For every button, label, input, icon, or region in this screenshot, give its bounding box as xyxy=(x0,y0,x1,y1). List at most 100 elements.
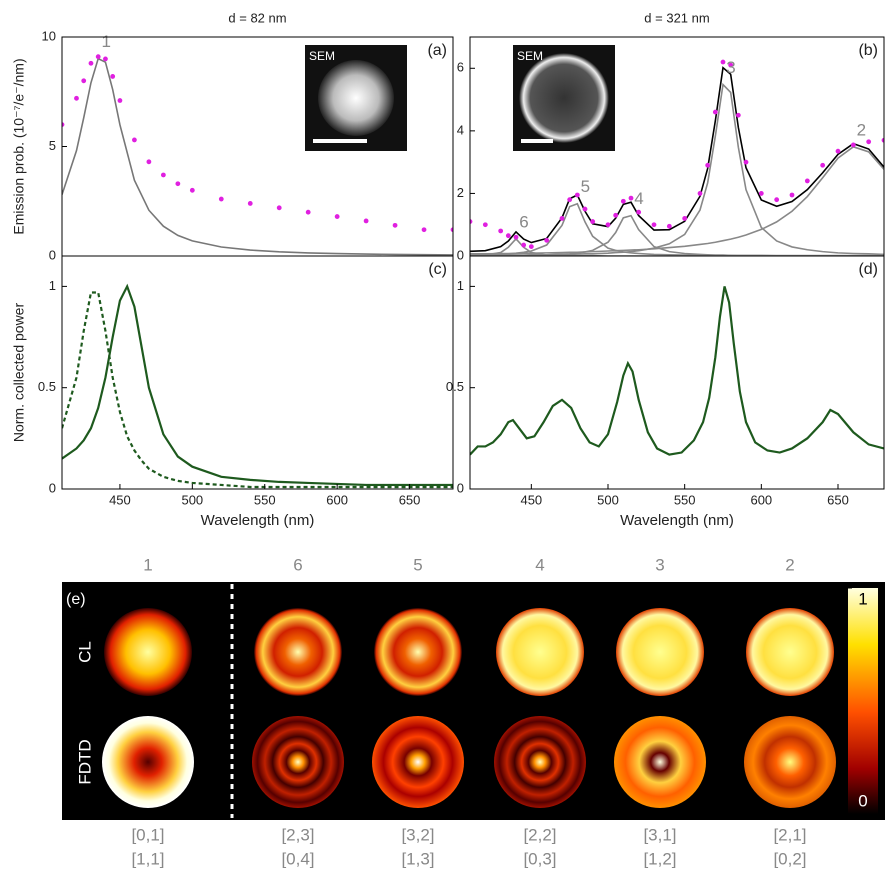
data-point xyxy=(450,227,453,233)
column-label: 1 xyxy=(143,555,152,574)
y-tick-label: 5 xyxy=(49,138,56,153)
mode-index: [3,1] xyxy=(643,825,676,844)
data-point xyxy=(363,218,369,224)
panel-label: (c) xyxy=(428,261,447,278)
data-point xyxy=(544,237,550,243)
panel-label: (a) xyxy=(427,42,447,59)
inset-label: SEM xyxy=(517,49,543,63)
x-tick-label: 600 xyxy=(326,492,348,507)
field-map xyxy=(746,608,834,696)
field-map xyxy=(374,608,462,696)
sem-particle xyxy=(519,53,609,143)
data-point xyxy=(528,244,534,250)
data-point xyxy=(774,197,780,203)
data-point xyxy=(110,74,116,79)
field-map xyxy=(102,716,194,808)
mode-index: [1,1] xyxy=(131,849,164,868)
data-point xyxy=(392,222,398,228)
field-map xyxy=(372,716,464,808)
column-label: 6 xyxy=(293,555,302,574)
data-point xyxy=(276,205,282,211)
mode-index: [0,4] xyxy=(281,849,314,868)
data-point xyxy=(835,148,841,154)
data-point xyxy=(81,78,87,84)
curve xyxy=(470,214,884,256)
mode-label: 6 xyxy=(519,212,528,231)
y-tick-label: 0 xyxy=(49,247,56,262)
data-point xyxy=(820,162,826,168)
data-point xyxy=(666,223,672,229)
x-tick-label: 600 xyxy=(750,492,772,507)
data-point xyxy=(74,95,79,101)
data-point xyxy=(789,192,795,198)
data-point xyxy=(605,222,611,228)
data-point xyxy=(103,56,108,62)
data-point xyxy=(636,209,642,215)
data-point xyxy=(189,187,195,193)
mode-label: 2 xyxy=(857,120,866,139)
panel-label: (b) xyxy=(858,42,878,59)
data-point xyxy=(590,219,596,224)
field-map xyxy=(494,716,586,808)
data-point xyxy=(628,195,634,201)
panel-title: d = 321 nm xyxy=(644,10,709,25)
mode-index: [2,2] xyxy=(523,825,556,844)
data-point xyxy=(728,62,734,68)
data-point xyxy=(218,196,224,202)
plot-area xyxy=(62,283,453,489)
data-point xyxy=(881,137,884,143)
x-tick-label: 650 xyxy=(827,492,849,507)
x-tick-label: 650 xyxy=(399,492,421,507)
inset-label: SEM xyxy=(309,49,335,63)
row-label: FDTD xyxy=(75,739,94,784)
field-map xyxy=(252,716,344,808)
colorbar-tick-label: 0 xyxy=(858,791,867,810)
data-point xyxy=(712,109,718,115)
x-tick-label: 500 xyxy=(597,492,619,507)
y-tick-label: 1 xyxy=(49,278,56,293)
data-point xyxy=(132,137,137,143)
data-point xyxy=(850,142,856,148)
curve xyxy=(62,291,453,489)
data-point xyxy=(866,139,872,145)
y-axis-label: Emission prob. (10⁻⁷/e⁻/nm) xyxy=(11,58,27,234)
data-point xyxy=(651,222,657,228)
sem-particle xyxy=(318,60,394,136)
curve xyxy=(470,286,884,456)
data-point xyxy=(697,191,703,196)
field-map xyxy=(616,608,704,696)
plot-area xyxy=(62,54,453,256)
x-tick-label: 550 xyxy=(254,492,276,507)
mode-index: [2,3] xyxy=(281,825,314,844)
y-tick-label: 0 xyxy=(457,480,464,495)
curve xyxy=(62,283,453,487)
data-point xyxy=(421,227,427,233)
field-map xyxy=(104,608,192,696)
data-point xyxy=(743,159,749,165)
panel-label: (d) xyxy=(858,261,878,278)
data-point xyxy=(804,178,810,184)
data-point xyxy=(498,228,504,234)
data-point xyxy=(175,181,181,187)
data-point xyxy=(582,206,588,212)
data-point xyxy=(735,112,741,118)
mode-index: [3,2] xyxy=(401,825,434,844)
mode-label: 1 xyxy=(101,32,110,51)
data-point xyxy=(513,234,519,240)
plot-area xyxy=(470,286,884,456)
data-point xyxy=(682,216,688,221)
data-point xyxy=(559,216,565,221)
curve xyxy=(62,57,453,256)
y-tick-label: 2 xyxy=(457,185,464,200)
data-point xyxy=(505,233,511,239)
x-tick-label: 450 xyxy=(520,492,542,507)
data-point xyxy=(95,54,101,60)
mode-index: [1,3] xyxy=(401,849,434,868)
y-tick-label: 4 xyxy=(457,122,464,137)
x-axis-label: Wavelength (nm) xyxy=(620,512,734,529)
data-point xyxy=(574,192,580,198)
x-tick-label: 550 xyxy=(674,492,696,507)
data-point xyxy=(620,198,626,204)
mode-label: 3 xyxy=(726,58,735,77)
